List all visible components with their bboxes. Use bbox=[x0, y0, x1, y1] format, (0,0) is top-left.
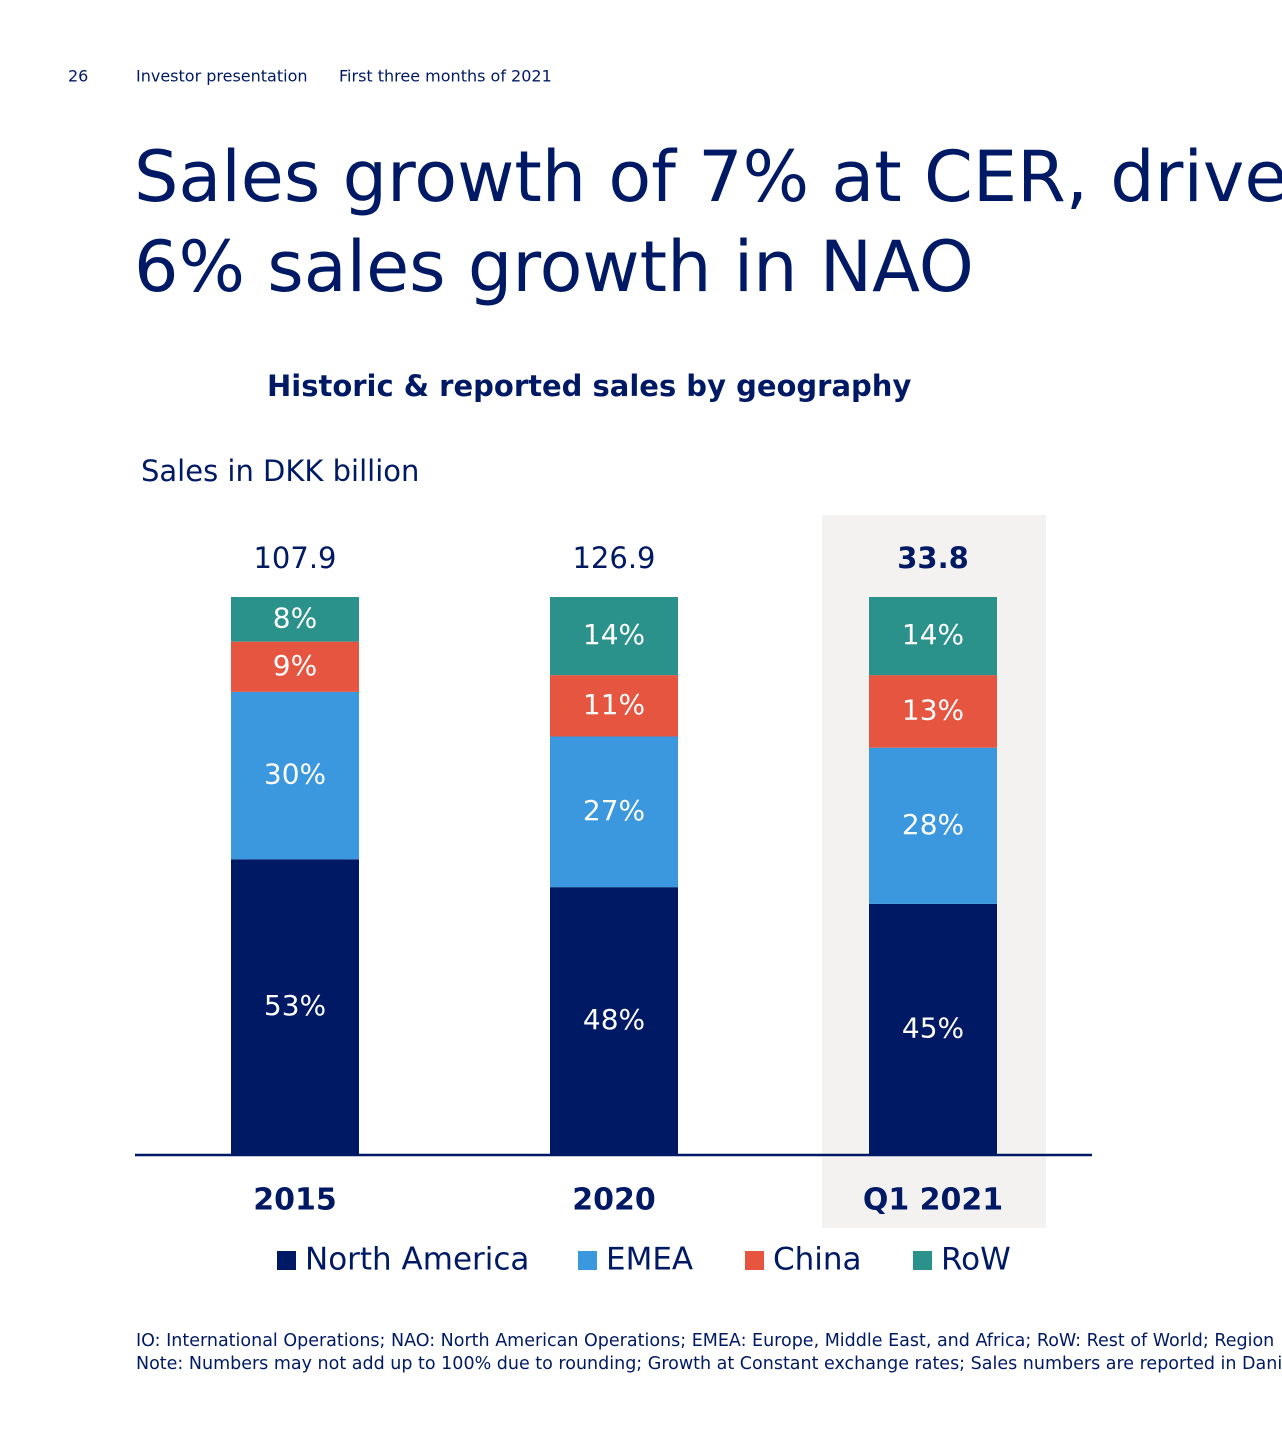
legend-label: North America bbox=[305, 1242, 529, 1278]
axis-label: Sales in DKK billion bbox=[141, 454, 419, 488]
data-label: 14% bbox=[902, 618, 964, 651]
title: Sales growth of 7% at CER, driven bbox=[134, 136, 1282, 218]
bar-segment bbox=[550, 675, 678, 737]
data-label: 28% bbox=[902, 808, 964, 841]
page-number: 26 bbox=[68, 67, 88, 86]
bar-segment bbox=[231, 691, 359, 860]
bar-segment bbox=[550, 736, 678, 888]
legend-label: RoW bbox=[941, 1242, 1011, 1278]
section: Investor presentation bbox=[136, 67, 308, 86]
footnote: Note: Numbers may not add up to 100% due… bbox=[136, 1354, 1282, 1374]
bar-segment bbox=[550, 597, 678, 676]
bar-segment bbox=[231, 641, 359, 692]
bar-segment bbox=[869, 903, 997, 1155]
bar-segment bbox=[869, 597, 997, 676]
total-label: 33.8 bbox=[897, 541, 969, 575]
data-label: 48% bbox=[583, 1003, 645, 1036]
legend-swatch bbox=[277, 1251, 296, 1270]
total-label: 107.9 bbox=[253, 541, 336, 575]
title: 6% sales growth in NAO bbox=[134, 226, 974, 308]
period: First three months of 2021 bbox=[339, 67, 552, 86]
x-tick-label: 2015 bbox=[253, 1183, 337, 1218]
legend-swatch bbox=[578, 1251, 597, 1270]
bar-segment bbox=[869, 675, 997, 748]
x-tick-label: Q1 2021 bbox=[863, 1183, 1003, 1218]
data-label: 11% bbox=[583, 688, 645, 721]
legend-swatch bbox=[745, 1251, 764, 1270]
bar-segment bbox=[231, 597, 359, 642]
data-label: 13% bbox=[902, 693, 964, 726]
data-label: 27% bbox=[583, 794, 645, 827]
chart-title: Historic & reported sales by geography bbox=[267, 369, 911, 403]
bar-segment bbox=[550, 887, 678, 1155]
total-label: 126.9 bbox=[572, 541, 655, 575]
bar-segment bbox=[231, 859, 359, 1155]
legend-swatch bbox=[913, 1251, 932, 1270]
legend-label: China bbox=[773, 1242, 862, 1278]
data-label: 30% bbox=[264, 758, 326, 791]
bar-segment bbox=[869, 747, 997, 904]
data-label: 14% bbox=[583, 618, 645, 651]
legend-label: EMEA bbox=[606, 1242, 693, 1278]
data-label: 53% bbox=[264, 989, 326, 1022]
data-label: 9% bbox=[273, 649, 317, 682]
data-label: 8% bbox=[273, 601, 317, 634]
x-tick-label: 2020 bbox=[572, 1183, 656, 1218]
data-label: 45% bbox=[902, 1011, 964, 1044]
footnote: IO: International Operations; NAO: North… bbox=[136, 1331, 1274, 1351]
